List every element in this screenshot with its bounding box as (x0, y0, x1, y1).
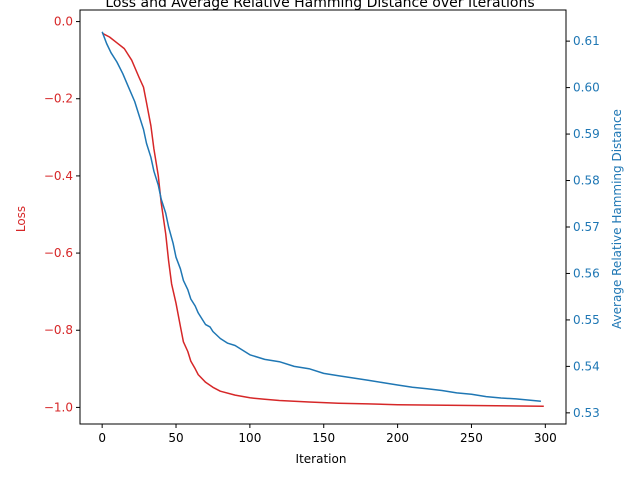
loss-series-line (101, 32, 544, 408)
right-tick-label: 0.56 (573, 266, 600, 280)
right-tick-label: 0.59 (573, 127, 600, 141)
left-tick-label: −1.0 (44, 400, 73, 414)
x-tick-label: 50 (168, 431, 183, 445)
x-tick-label: 150 (312, 431, 335, 445)
right-tick-label: 0.53 (573, 406, 600, 420)
right-tick-label: 0.57 (573, 220, 600, 234)
left-tick-label: −0.4 (44, 169, 73, 183)
right-tick-label: 0.60 (573, 81, 600, 95)
x-tick-label: 250 (460, 431, 483, 445)
left-tick-label: 0.0 (54, 15, 73, 29)
x-tick-label: 0 (98, 431, 106, 445)
right-tick-label: 0.54 (573, 359, 600, 373)
x-tick-label: 200 (386, 431, 409, 445)
series-layer (101, 31, 544, 408)
right-tick-label: 0.61 (573, 34, 600, 48)
right-tick-label: 0.55 (573, 313, 600, 327)
left-tick-label: −0.2 (44, 92, 73, 106)
plot-frame (79, 9, 567, 425)
axes-layer: 0 50 100 150 200 250 300 0.0 −0.2 −0.4 −0.6 −0.8 −1.… (44, 15, 600, 445)
left-axis-title: Loss (14, 206, 28, 232)
x-axis-title: Iteration (296, 452, 347, 466)
left-tick-label: −0.8 (44, 323, 73, 337)
chart-title: Loss and Average Relative Hamming Distan… (105, 0, 534, 11)
left-tick-label: −0.6 (44, 246, 73, 260)
x-tick-label: 100 (238, 431, 261, 445)
x-tick-label: 300 (534, 431, 557, 445)
right-tick-label: 0.58 (573, 174, 600, 188)
hamming-series-line (101, 31, 541, 402)
right-axis-title: Average Relative Hamming Distance (610, 109, 624, 329)
